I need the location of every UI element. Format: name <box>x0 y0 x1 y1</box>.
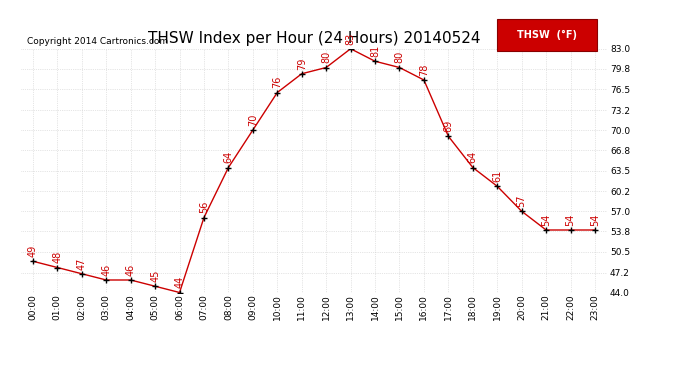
Text: 64: 64 <box>468 151 477 164</box>
Text: 54: 54 <box>590 213 600 226</box>
Text: 80: 80 <box>395 51 404 63</box>
Text: 46: 46 <box>126 264 136 276</box>
Text: 69: 69 <box>444 120 453 132</box>
Text: 64: 64 <box>224 151 233 164</box>
Text: 78: 78 <box>419 63 429 76</box>
Text: 46: 46 <box>101 264 111 276</box>
Text: Copyright 2014 Cartronics.com: Copyright 2014 Cartronics.com <box>26 38 168 46</box>
Text: 80: 80 <box>321 51 331 63</box>
Text: 70: 70 <box>248 114 258 126</box>
Text: 45: 45 <box>150 270 160 282</box>
Text: 54: 54 <box>541 213 551 226</box>
Text: 57: 57 <box>517 195 526 207</box>
Title: THSW Index per Hour (24 Hours) 20140524: THSW Index per Hour (24 Hours) 20140524 <box>148 31 480 46</box>
Text: 49: 49 <box>28 245 38 257</box>
Text: 47: 47 <box>77 257 87 270</box>
Text: 48: 48 <box>52 251 62 263</box>
Text: 83: 83 <box>346 32 355 45</box>
Text: 79: 79 <box>297 57 307 70</box>
Text: 61: 61 <box>492 170 502 182</box>
Text: 54: 54 <box>566 213 575 226</box>
Text: 44: 44 <box>175 276 184 288</box>
Text: 81: 81 <box>370 45 380 57</box>
Text: THSW  (°F): THSW (°F) <box>517 30 577 40</box>
Text: 76: 76 <box>273 76 282 88</box>
Text: 56: 56 <box>199 201 209 213</box>
